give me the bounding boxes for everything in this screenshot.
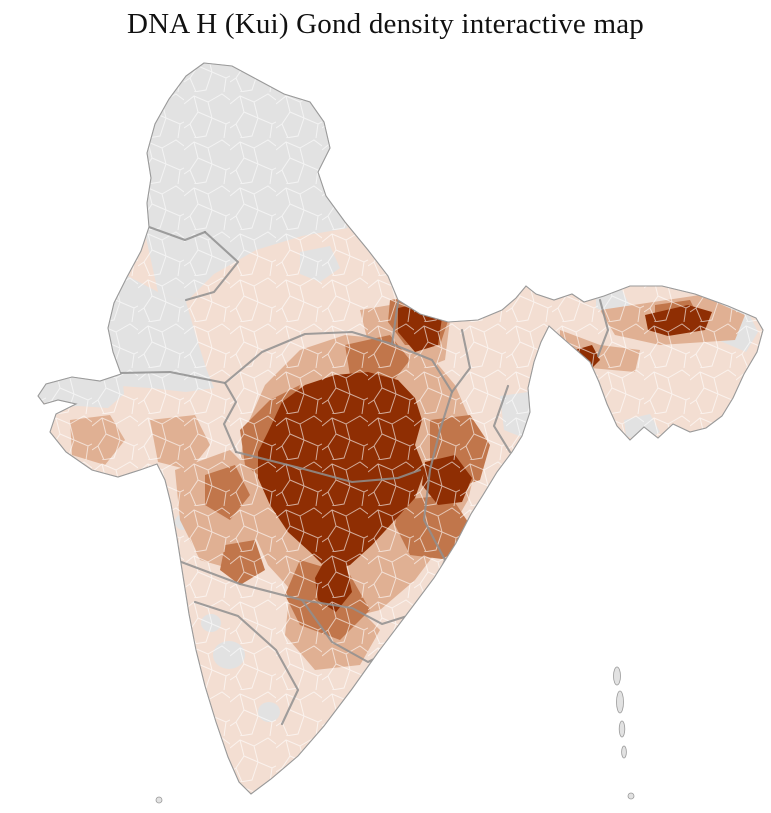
dark-grey-district-spot[interactable] bbox=[521, 447, 533, 461]
island-chain[interactable] bbox=[155, 666, 635, 804]
map-title: DNA H (Kui) Gond density interactive map bbox=[126, 8, 644, 40]
district-boundary-mesh bbox=[38, 63, 763, 794]
